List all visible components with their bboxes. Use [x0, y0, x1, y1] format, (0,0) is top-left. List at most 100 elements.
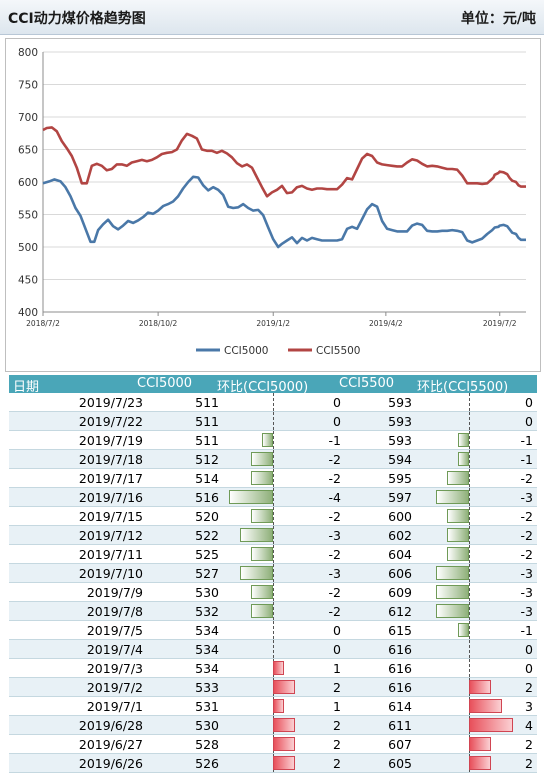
row-cci5500: 616 — [388, 642, 412, 657]
row-cci5500: 609 — [388, 585, 412, 600]
y-tick-label: 550 — [18, 210, 38, 222]
change-databar — [251, 509, 273, 523]
x-tick-label: 2019/1/2 — [256, 319, 290, 328]
databar-axis — [273, 602, 274, 620]
row-change-cci5000: -2 — [328, 547, 341, 562]
change-databar-cell — [211, 678, 341, 696]
table-row: 2019/7/10 527 -3 606 -3 — [9, 564, 537, 583]
x-tick-label: 2019/4/2 — [369, 319, 403, 328]
change-databar — [251, 585, 273, 599]
row-change-cci5000: 2 — [333, 680, 341, 695]
change-databar-cell — [211, 507, 341, 525]
change-databar — [458, 433, 469, 447]
change-databar-cell — [404, 450, 537, 468]
header-date: 日期 — [13, 380, 40, 395]
row-cci5000: 526 — [195, 756, 219, 771]
row-date: 2019/7/23 — [78, 395, 143, 410]
databar-axis — [273, 469, 274, 487]
databar-axis — [469, 545, 470, 563]
change-databar — [458, 452, 469, 466]
page-header: CCI动力煤价格趋势图 单位：元/吨 — [0, 0, 544, 35]
table-row: 2019/7/3 534 1 616 0 — [9, 659, 537, 678]
table-row: 2019/7/9 530 -2 609 -3 — [9, 583, 537, 602]
series-line-cci5000 — [42, 175, 526, 249]
row-date: 2019/7/19 — [78, 433, 143, 448]
row-date: 2019/7/5 — [86, 623, 143, 638]
row-cci5000: 511 — [195, 395, 219, 410]
row-date: 2019/7/4 — [86, 642, 143, 657]
change-databar — [251, 604, 273, 618]
change-databar-cell — [404, 716, 537, 734]
table-row: 2019/7/17 514 -2 595 -2 — [9, 469, 537, 488]
x-tick-label: 2018/10/2 — [139, 319, 178, 328]
table-row: 2019/7/16 516 -4 597 -3 — [9, 488, 537, 507]
row-date: 2019/6/28 — [78, 718, 143, 733]
change-databar-cell — [404, 545, 537, 563]
row-date: 2019/7/22 — [78, 414, 143, 429]
table-row: 2019/7/1 531 1 614 3 — [9, 697, 537, 716]
row-change-cci5500: -2 — [520, 471, 533, 486]
row-date: 2019/7/12 — [78, 528, 143, 543]
change-databar-cell — [404, 621, 537, 639]
change-databar — [436, 566, 469, 580]
row-change-cci5500: -2 — [520, 528, 533, 543]
change-databar — [251, 471, 273, 485]
change-databar-cell — [211, 469, 341, 487]
legend-label: CCI5000 — [224, 345, 268, 357]
change-databar-cell — [404, 735, 537, 753]
row-date: 2019/7/2 — [86, 680, 143, 695]
row-change-cci5500: -3 — [520, 604, 533, 619]
row-change-cci5000: -2 — [328, 585, 341, 600]
databar-axis — [273, 507, 274, 525]
change-databar-cell — [211, 640, 341, 658]
row-change-cci5000: 0 — [333, 414, 341, 429]
row-date: 2019/6/26 — [78, 756, 143, 771]
header-cci5000: CCI5000 — [137, 376, 193, 391]
row-change-cci5000: 2 — [333, 737, 341, 752]
change-databar — [251, 452, 273, 466]
row-cci5500: 593 — [388, 414, 412, 429]
change-databar — [273, 756, 295, 770]
change-databar-cell — [211, 697, 341, 715]
row-change-cci5000: -2 — [328, 452, 341, 467]
databar-axis — [273, 621, 274, 639]
legend-label: CCI5500 — [316, 345, 360, 357]
row-change-cci5000: 0 — [333, 623, 341, 638]
change-databar — [262, 433, 273, 447]
databar-axis — [469, 583, 470, 601]
row-change-cci5000: -4 — [328, 490, 341, 505]
databar-axis — [273, 431, 274, 449]
row-change-cci5000: -3 — [328, 528, 341, 543]
row-cci5500: 605 — [388, 756, 412, 771]
row-change-cci5500: -3 — [520, 566, 533, 581]
change-databar — [469, 737, 491, 751]
databar-axis — [469, 488, 470, 506]
change-databar-cell — [404, 754, 537, 772]
databar-axis — [469, 659, 470, 677]
row-cci5000: 533 — [195, 680, 219, 695]
change-databar-cell — [404, 507, 537, 525]
databar-axis — [469, 621, 470, 639]
row-change-cci5500: -2 — [520, 509, 533, 524]
row-date: 2019/7/9 — [86, 585, 143, 600]
row-cci5500: 606 — [388, 566, 412, 581]
table-row: 2019/7/4 534 0 616 0 — [9, 640, 537, 659]
table-body: 2019/7/23 511 0 593 0 2019/7/22 511 0 593 0 2019/7… — [9, 393, 537, 773]
databar-axis — [469, 393, 470, 411]
table-row: 2019/7/12 522 -3 602 -2 — [9, 526, 537, 545]
row-change-cci5500: -2 — [520, 547, 533, 562]
change-databar-cell — [211, 545, 341, 563]
change-databar-cell — [404, 583, 537, 601]
table-row: 2019/7/23 511 0 593 0 — [9, 393, 537, 412]
change-databar-cell — [211, 659, 341, 677]
row-change-cci5500: 3 — [525, 699, 533, 714]
row-change-cci5000: -2 — [328, 604, 341, 619]
change-databar — [458, 623, 469, 637]
row-cci5000: 527 — [195, 566, 219, 581]
databar-axis — [469, 450, 470, 468]
databar-axis — [469, 526, 470, 544]
row-date: 2019/7/8 — [86, 604, 143, 619]
row-cci5000: 525 — [195, 547, 219, 562]
change-databar — [273, 699, 284, 713]
change-databar — [447, 547, 469, 561]
